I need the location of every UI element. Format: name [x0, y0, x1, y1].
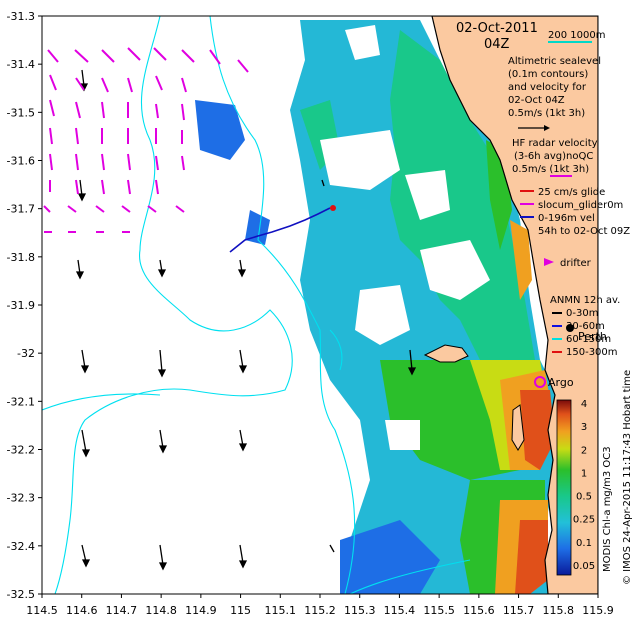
svg-text:and velocity for: and velocity for: [508, 82, 587, 93]
svg-text:slocum_glider0m: slocum_glider0m: [538, 200, 623, 211]
glider-track: [229, 207, 331, 253]
svg-text:54h to 02-Oct 09Z: 54h to 02-Oct 09Z: [538, 226, 630, 237]
legend-hour: 04Z: [484, 37, 510, 52]
y-tick-label: -31.6: [7, 155, 35, 168]
perth-marker: [566, 324, 574, 332]
x-tick-label: 115.6: [463, 604, 495, 617]
svg-text:0.5m/s (1kt 3h): 0.5m/s (1kt 3h): [508, 108, 585, 119]
anmn-title: ANMN 12h av.: [550, 295, 620, 306]
x-tick-label: 115.1: [265, 604, 297, 617]
colorbar-tick-label: 1: [581, 468, 587, 479]
x-tick-label: 115.9: [582, 604, 614, 617]
anmn-legend-label: 60-150m: [566, 334, 611, 345]
y-tick-label: -32.2: [7, 444, 35, 457]
svg-text:Altimetric sealevel: Altimetric sealevel: [508, 56, 601, 67]
chlorophyll-field: [195, 20, 560, 594]
colorbar-tick-label: 0.5: [576, 492, 592, 503]
svg-text:0.5m/s (1kt 3h): 0.5m/s (1kt 3h): [512, 164, 589, 175]
svg-text:02-Oct 04Z: 02-Oct 04Z: [508, 95, 565, 106]
y-tick-label: -32.5: [7, 588, 35, 601]
glider-legend: 25 cm/s glide slocum_glider0m 0-196m vel…: [538, 187, 630, 237]
svg-text:0-196m vel: 0-196m vel: [538, 213, 595, 224]
y-tick-label: -31.4: [7, 58, 35, 71]
bathymetry-contours: [42, 16, 471, 594]
svg-text:HF radar velocity: HF radar velocity: [512, 138, 598, 149]
hfradar-legend: HF radar velocity (3-6h avg)noQC 0.5m/s …: [512, 138, 598, 175]
y-tick-label: -32: [17, 347, 35, 360]
colorbar-tick-label: 0.1: [576, 538, 592, 549]
colorbar-tick-label: 0.25: [573, 515, 595, 526]
y-tick-label: -31.9: [7, 299, 35, 312]
drifter-label: drifter: [560, 258, 592, 269]
x-tick-label: 115: [230, 604, 251, 617]
x-tick-label: 115.5: [423, 604, 455, 617]
colorbar-label: MODIS Chl-a mg/m3 OC3: [602, 446, 613, 572]
svg-text:(3-6h avg)noQC: (3-6h avg)noQC: [514, 151, 593, 162]
y-tick-label: -32.3: [7, 492, 35, 505]
anmn-legend-items: 0-30m 30-60m 60-150m 150-300m: [552, 308, 618, 358]
glider-endpoint: [330, 205, 336, 211]
anmn-legend-label: 150-300m: [566, 347, 618, 358]
svg-text:25 cm/s glide: 25 cm/s glide: [538, 187, 605, 198]
x-tick-label: 114.7: [106, 604, 138, 617]
x-tick-label: 115.4: [384, 604, 416, 617]
y-tick-label: -31.7: [7, 203, 35, 216]
x-tick-label: 114.6: [66, 604, 98, 617]
x-tick-label: 115.8: [543, 604, 575, 617]
y-tick-label: -31.3: [7, 10, 35, 23]
argo-marker: [534, 376, 546, 388]
hf-radar-arrows: [43, 47, 249, 233]
credit-text: © IMOS 24-Apr-2015 11:17:43 Hobart time: [622, 370, 633, 585]
rottnest-island: [423, 344, 469, 363]
x-tick-label: 114.8: [145, 604, 177, 617]
altimetric-velocity-arrows: [75, 69, 417, 571]
x-axis-ticks: 114.5 114.6 114.7 114.8 114.9 115 115.1 115.2 11…: [26, 594, 614, 617]
y-axis-ticks: -31.3 -31.4 -31.5 -31.6 -31.7 -31.8 -31.9 -32 -3…: [7, 10, 42, 601]
y-tick-label: -31.5: [7, 106, 35, 119]
anmn-legend-label: 0-30m: [566, 308, 598, 319]
colorbar-tick-label: 2: [581, 445, 587, 456]
garden-island: [511, 404, 525, 451]
x-tick-label: 115.7: [503, 604, 535, 617]
x-tick-label: 114.9: [185, 604, 217, 617]
x-tick-label: 115.3: [344, 604, 376, 617]
svg-text:(0.1m contours): (0.1m contours): [508, 69, 588, 80]
y-tick-label: -31.8: [7, 251, 35, 264]
y-tick-label: -32.4: [7, 540, 35, 553]
x-tick-label: 115.2: [304, 604, 336, 617]
colorbar-tick-label: 3: [581, 422, 587, 433]
colorbar-ticks: 4 3 2 1 0.5 0.25 0.1 0.05: [573, 399, 595, 572]
x-tick-label: 114.5: [26, 604, 58, 617]
colorbar: [556, 399, 572, 576]
perth-label: Perth: [578, 330, 607, 343]
sealevel-arrowhead: [544, 125, 550, 131]
scale-label: 200 1000m: [548, 30, 605, 41]
colorbar-tick-label: 0.05: [573, 561, 595, 572]
land-mass: [431, 16, 598, 594]
colorbar-tick-label: 4: [581, 399, 587, 410]
anmn-legend-label: 30-60m: [566, 321, 605, 332]
argo-label: Argo: [548, 376, 574, 389]
sealevel-legend: Altimetric sealevel (0.1m contours) and …: [508, 56, 601, 119]
legend-date: 02-Oct-2011: [456, 21, 538, 36]
y-tick-label: -32.1: [7, 395, 35, 408]
drifter-icon: [544, 258, 554, 266]
